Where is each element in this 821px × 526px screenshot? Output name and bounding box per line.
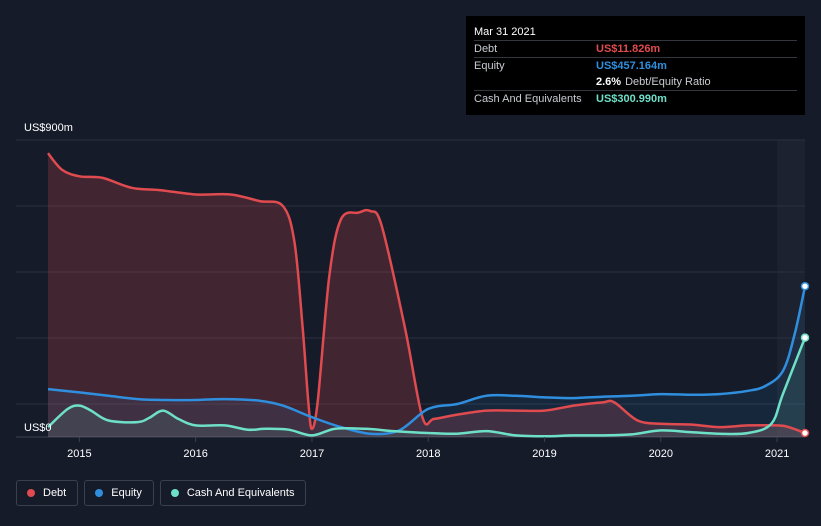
x-tick-label: 2018 <box>416 448 440 460</box>
tooltip-date: Mar 31 2021 <box>474 26 536 38</box>
tooltip-cash-row: Cash And Equivalents US$300.990m <box>474 90 797 107</box>
debt-area <box>48 153 805 437</box>
tooltip-equity-label: Equity <box>474 60 505 72</box>
tooltip-ratio-value: 2.6% <box>596 76 622 88</box>
cash-dot-icon <box>170 489 179 497</box>
x-tick-label: 2016 <box>183 448 207 460</box>
tooltip-cash-value: US$300.990m <box>596 93 667 105</box>
x-tick-label: 2021 <box>765 448 789 460</box>
x-axis-ticks: 2015 2016 2017 2018 2019 2020 2021 <box>67 437 789 460</box>
data-tooltip: Mar 31 2021 Debt US$11.826m Equity US$45… <box>466 16 805 115</box>
end-markers <box>800 281 810 438</box>
cash-end-marker <box>800 333 810 342</box>
plot-area-highlight <box>777 140 805 437</box>
legend-item-equity[interactable]: Equity <box>84 480 154 506</box>
tooltip-equity-value: US$457.164m <box>596 60 667 72</box>
tooltip-ratio-row: 2.6% Debt/Equity Ratio <box>474 74 797 90</box>
tooltip-debt-value: US$11.826m <box>596 43 661 55</box>
cash-area <box>48 337 805 437</box>
series-areas <box>48 153 805 437</box>
legend-item-cash[interactable]: Cash And Equivalents <box>159 480 307 506</box>
equity-area <box>48 286 805 437</box>
cash-line <box>47 337 807 438</box>
debt-line <box>47 152 806 435</box>
equity-dot-icon <box>95 489 104 497</box>
y-axis-bottom-label: US$0 <box>24 422 52 434</box>
x-tick-label: 2020 <box>649 448 673 460</box>
tooltip-debt-row: Debt US$11.826m <box>474 40 797 57</box>
x-tick-label: 2019 <box>532 448 556 460</box>
grid-lines <box>16 139 805 438</box>
debt-dot-icon <box>27 489 35 497</box>
debt-end-marker <box>800 428 810 438</box>
legend-cash-label: Cash And Equivalents <box>186 487 295 499</box>
tooltip-ratio-label: Debt/Equity Ratio <box>625 76 711 88</box>
x-tick-label: 2017 <box>300 448 324 460</box>
chart-legend: Debt Equity Cash And Equivalents <box>16 480 307 506</box>
tooltip-cash-label: Cash And Equivalents <box>474 93 582 105</box>
x-tick-label: 2015 <box>67 448 91 460</box>
tooltip-debt-label: Debt <box>474 43 498 55</box>
legend-item-debt[interactable]: Debt <box>16 480 79 506</box>
legend-debt-label: Debt <box>43 487 67 499</box>
series-lines <box>47 152 807 438</box>
tooltip-equity-row: Equity US$457.164m <box>474 57 797 74</box>
y-axis-top-label: US$900m <box>24 122 73 134</box>
legend-equity-label: Equity <box>111 487 142 499</box>
equity-line <box>47 285 807 436</box>
equity-end-marker <box>800 281 810 291</box>
